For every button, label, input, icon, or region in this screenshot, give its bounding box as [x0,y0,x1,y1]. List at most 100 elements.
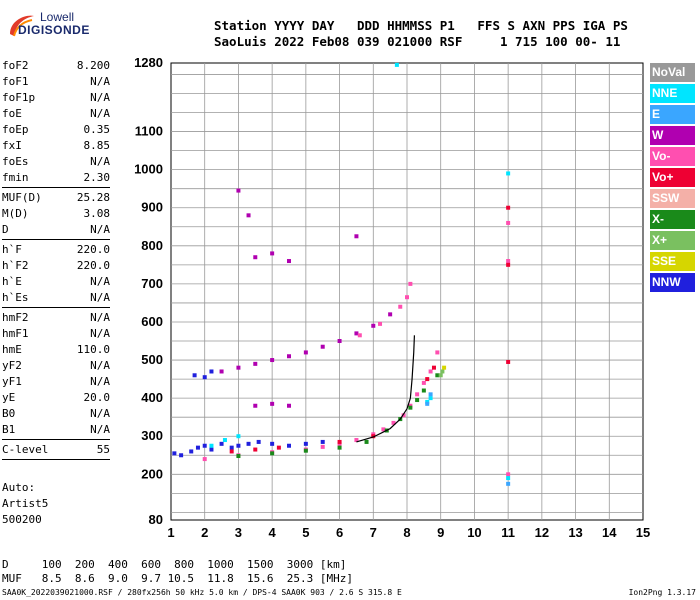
echo-point [388,312,393,317]
echo-point [270,358,275,363]
echo-point [172,451,177,456]
param-row: B1 N/A [2,422,110,438]
param-row: D N/A [2,222,110,238]
param-value: N/A [90,291,110,304]
echo-point [222,438,227,443]
echo-point [371,434,376,439]
legend-item: Vo+ [650,168,695,187]
param-name: hmF2 [2,311,29,324]
echo-point [209,369,214,374]
polarization-legend: NoVal NNE E W Vo- Vo+ SSW X- X+ SSE NNW [650,63,695,294]
echo-point [246,441,251,446]
param-row: hmF2 N/A [2,310,110,326]
param-separator [2,239,110,240]
echo-point [192,373,197,378]
auto-label: Auto: [2,481,36,494]
param-row: h`F2 220.0 [2,258,110,274]
param-row: foF1 N/A [2,74,110,90]
echo-point [253,403,258,408]
echo-point [219,441,224,446]
echo-point [398,304,403,309]
y-tick-label: 1100 [135,124,163,139]
echo-point [236,454,241,459]
x-tick-label: 3 [235,525,242,540]
echo-point [253,255,258,260]
station-header: Station YYYY DAY DDD HHMMSS P1 FFS S AXN… [214,18,628,50]
echo-point [270,441,275,446]
param-row: yF2 N/A [2,358,110,374]
param-value: 3.08 [83,207,111,220]
echo-point [354,331,359,336]
param-row: fxI 8.85 [2,138,110,154]
echo-point [415,392,420,397]
echo-point [303,441,308,446]
param-row: foF1p N/A [2,90,110,106]
echo-point [202,457,207,462]
auto-scaling-info: Auto: Artist5 500200 [2,480,48,528]
echo-point [435,350,440,355]
echo-point [320,444,325,449]
header-values: SaoLuis 2022 Feb08 039 021000 RSF 1 715 … [214,34,621,49]
y-tick-label: 700 [141,276,163,291]
param-separator [2,459,110,460]
muf-distance-table: D 100 200 400 600 800 1000 1500 3000 [km… [2,558,353,586]
echo-point [378,321,383,326]
x-tick-label: 12 [535,525,549,540]
y-tick-label: 80 [149,512,163,527]
echo-point [253,447,258,452]
param-row: foE N/A [2,106,110,122]
param-name: hmE [2,343,22,356]
param-row: fmin 2.30 [2,170,110,186]
footer-version: Ion2Png 1.3.17 [628,588,696,597]
legend-item: E [650,105,695,124]
echo-point [354,234,359,239]
param-value: N/A [90,375,110,388]
echo-point [320,344,325,349]
echo-point [428,369,433,374]
param-name: foEs [2,155,29,168]
param-name: foF1 [2,75,29,88]
echo-point [371,323,376,328]
echo-point [391,420,396,425]
echo-point [337,339,342,344]
echo-point [428,392,433,397]
param-separator [2,307,110,308]
echo-point [236,365,241,370]
echo-point [320,439,325,444]
y-tick-label: 400 [141,390,163,405]
echo-point [421,380,426,385]
echo-point [421,388,426,393]
param-name: yF2 [2,359,22,372]
profile-trace-line [356,335,416,443]
param-value: N/A [90,327,110,340]
echo-point [219,369,224,374]
header-labels: Station YYYY DAY DDD HHMMSS P1 FFS S AXN… [214,18,628,33]
param-separator [2,187,110,188]
echo-point [506,481,511,486]
auto-code: 500200 [2,513,42,526]
param-name: fxI [2,139,22,152]
param-name: D [2,223,9,236]
param-row: foEs N/A [2,154,110,170]
parameter-panel: foF2 8.200 foF1 N/A foF1p N/A foE N/A foEp 0.35 fx… [2,58,110,462]
echo-point [506,476,511,481]
echo-point [246,213,251,218]
param-name: MUF(D) [2,191,42,204]
legend-item: SSE [650,252,695,271]
param-value: N/A [90,359,110,372]
legend-item: NNW [650,273,695,292]
echo-point [506,262,511,267]
param-name: foF1p [2,91,36,104]
footer-info: SAA0K_2022039021000.RSF / 280fx256h 50 k… [2,588,402,597]
legend-item: NNE [650,84,695,103]
echo-point [179,453,184,458]
y-tick-label: 900 [141,200,163,215]
x-tick-label: 5 [302,525,309,540]
echo-point [435,373,440,378]
echo-point [506,472,511,477]
echo-point [337,439,342,444]
param-name: h`E [2,275,22,288]
param-row: h`Es N/A [2,290,110,306]
param-value: N/A [90,75,110,88]
x-tick-label: 9 [437,525,444,540]
